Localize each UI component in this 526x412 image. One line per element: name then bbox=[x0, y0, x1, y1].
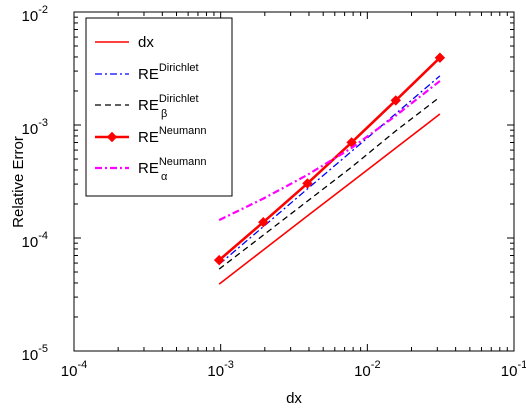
legend-label-1: dx bbox=[138, 34, 154, 51]
legend-label-5: RENeumann α bbox=[138, 156, 207, 183]
series-line-5 bbox=[218, 80, 441, 222]
x-tick-label: 10-2 bbox=[354, 359, 380, 380]
x-tick-label: 10-3 bbox=[207, 359, 233, 380]
series-4-marker bbox=[258, 216, 269, 228]
y-tick-label: 10-4 bbox=[22, 230, 48, 251]
series-line-3 bbox=[218, 96, 441, 270]
legend: dx REDirichlet REDirichlet β RENeumann RENeum… bbox=[85, 17, 233, 197]
legend-box bbox=[85, 17, 233, 197]
plot-frame bbox=[73, 11, 515, 352]
y-tick-label: 10-3 bbox=[22, 117, 48, 138]
series-line-4 bbox=[218, 56, 441, 262]
series-line-1 bbox=[218, 113, 441, 285]
y-tick-label: 10-5 bbox=[22, 343, 48, 364]
legend-label-2: REDirichlet bbox=[138, 62, 199, 83]
x-tick-label: 10-4 bbox=[61, 359, 87, 380]
x-tick-label: 10-1 bbox=[501, 359, 526, 380]
legend-label-4: RENeumann bbox=[138, 125, 207, 146]
series-layer bbox=[213, 52, 446, 285]
series-4-marker bbox=[302, 178, 313, 189]
x-axis-label: dx bbox=[286, 390, 302, 407]
tick-layer: 10-4 10-3 10-2 10-1 10-5 10-4 10-3 10-2 bbox=[22, 4, 526, 380]
y-axis-label: Relative Error bbox=[10, 136, 27, 228]
series-4-marker bbox=[213, 254, 225, 266]
series-line-2 bbox=[218, 75, 441, 265]
series-4-marker bbox=[390, 95, 401, 106]
series-4-marker bbox=[434, 52, 446, 63]
y-tick-label: 10-2 bbox=[22, 4, 48, 25]
legend-label-3: REDirichlet β bbox=[138, 93, 199, 120]
legend-marker-4 bbox=[106, 131, 118, 143]
